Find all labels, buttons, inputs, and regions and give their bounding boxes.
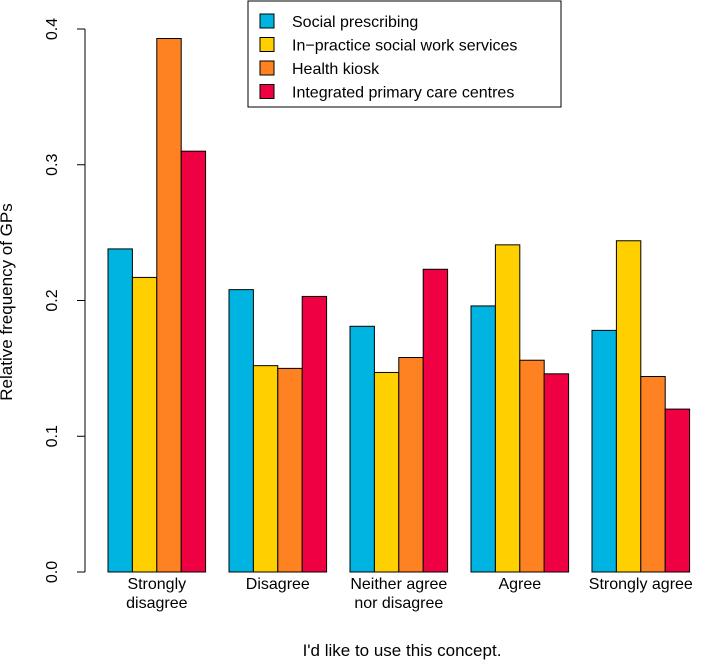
legend: Social prescribing In−practice social wor… bbox=[247, 0, 562, 108]
bar-2-2 bbox=[398, 357, 424, 573]
legend-label-2: Health kiosk bbox=[292, 61, 380, 78]
x-tick-label: Disagree bbox=[246, 576, 310, 593]
y-axis-label: Relative frequency of GPs bbox=[0, 203, 16, 400]
legend-label-0: Social prescribing bbox=[292, 14, 418, 31]
x-tick-label: Agree bbox=[498, 576, 541, 593]
legend-label-1: In−practice social work services bbox=[292, 38, 517, 55]
bar-3-1 bbox=[494, 244, 521, 573]
x-tick-label: disagree bbox=[126, 595, 187, 612]
legend-label-3: Integrated primary care centres bbox=[292, 85, 514, 102]
bar-4-2 bbox=[640, 376, 666, 573]
bar-2-1 bbox=[373, 371, 400, 573]
bar-0-0 bbox=[107, 248, 133, 573]
bar-4-1 bbox=[615, 240, 642, 573]
legend-swatch-0 bbox=[259, 13, 275, 29]
bar-1-2 bbox=[277, 367, 303, 573]
legend-swatch-2 bbox=[259, 60, 275, 76]
bar-1-0 bbox=[228, 289, 254, 573]
bar-1-1 bbox=[252, 365, 279, 573]
bar-1-3 bbox=[301, 295, 328, 573]
bar-4-0 bbox=[591, 329, 617, 573]
bars bbox=[107, 38, 691, 573]
x-tick-labels: Strongly disagree Disagree Neither agree nor… bbox=[126, 576, 693, 612]
x-tick-label: Strongly bbox=[127, 576, 186, 593]
legend-swatch-3 bbox=[259, 84, 275, 99]
bar-3-2 bbox=[519, 359, 545, 573]
legend-swatch-1 bbox=[259, 37, 275, 52]
y-tick-label: 0.3 bbox=[44, 154, 61, 176]
y-tick-label: 0.2 bbox=[44, 289, 61, 311]
y-axis: 0.0 0.1 0.2 0.3 0.4 bbox=[44, 18, 86, 583]
bar-2-3 bbox=[422, 268, 449, 573]
bar-3-3 bbox=[543, 373, 570, 573]
legend-box bbox=[247, 0, 562, 108]
bar-0-2 bbox=[156, 38, 182, 573]
y-tick-label: 0.0 bbox=[44, 561, 61, 583]
y-tick-label: 0.4 bbox=[44, 18, 61, 40]
x-axis-label: I'd like to use this concept. bbox=[303, 641, 502, 660]
bar-2-0 bbox=[349, 325, 375, 573]
bar-0-3 bbox=[180, 150, 207, 573]
y-tick-label: 0.1 bbox=[44, 425, 61, 447]
x-tick-label: Strongly agree bbox=[589, 576, 693, 593]
bar-0-1 bbox=[131, 276, 158, 573]
bar-4-3 bbox=[664, 408, 691, 573]
x-tick-label: Neither agree bbox=[350, 576, 447, 593]
x-tick-label: nor disagree bbox=[354, 595, 443, 612]
bar-3-0 bbox=[470, 305, 496, 573]
